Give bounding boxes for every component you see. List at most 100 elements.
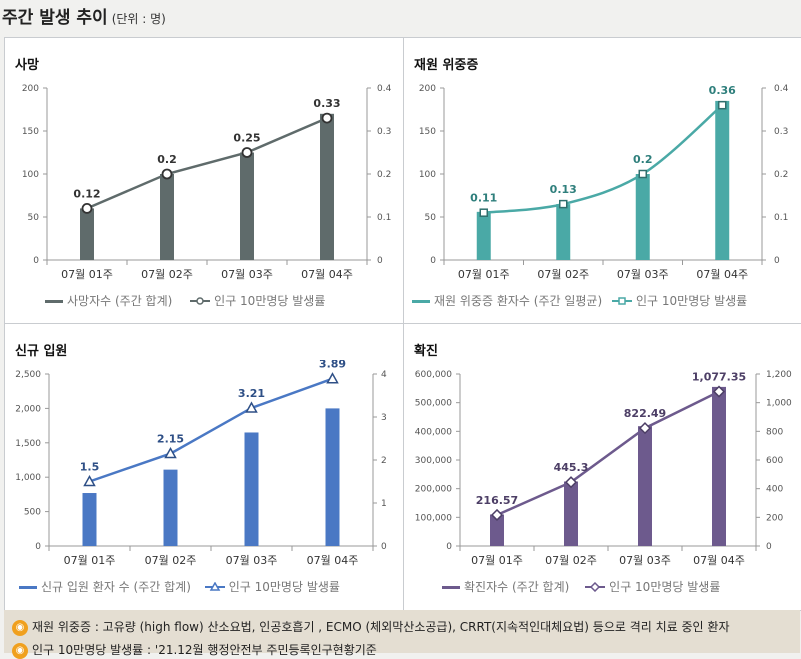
y2-tick-label: 0 (766, 542, 772, 552)
rate-line (86, 116, 328, 210)
bar (490, 514, 504, 546)
bar (638, 426, 652, 546)
x-tick-label: 07월 04주 (696, 268, 748, 281)
y2-tick-label: 0.1 (377, 213, 391, 223)
bar (564, 481, 578, 546)
data-label: 1.5 (80, 461, 100, 474)
data-label: 3.21 (238, 387, 265, 400)
y2-tick-label: 0.1 (774, 213, 788, 223)
y-tick-label: 50 (28, 213, 40, 223)
bar (715, 100, 730, 261)
bar (163, 469, 178, 546)
bar (325, 408, 340, 546)
bar (556, 204, 571, 260)
y-tick-label: 400,000 (415, 427, 452, 437)
bar (320, 113, 334, 260)
x-tick-label: 07월 03주 (221, 268, 273, 281)
x-tick-label: 07월 01주 (471, 554, 523, 567)
y2-tick-label: 0.3 (774, 127, 788, 137)
line-marker (241, 147, 253, 158)
panel-death: 사망 0 50 100 150 200 0 0.1 0.2 0.3 0.4 07월 01주 07월 0… (5, 38, 403, 323)
y-tick-label: 500,000 (415, 399, 452, 409)
x-tick-label: 07월 03주 (226, 554, 278, 567)
footnote-box: ◉ 재원 위중증 : 고유량 (high flow) 산소요법, 인공호흡기 , … (4, 610, 800, 659)
line-marker (83, 474, 96, 487)
y-tick-label: 200 (22, 84, 39, 94)
y-tick-label: 2,500 (15, 370, 41, 380)
footnote-row: ◉ 인구 10만명당 발생률 : '21.12월 행정안전부 주민등록인구현황기준 (12, 641, 377, 659)
data-label: 0.12 (73, 187, 100, 200)
line-marker (718, 100, 727, 110)
y2-tick-label: 600 (766, 456, 783, 466)
y2-tick-label: 4 (381, 370, 387, 380)
y-tick-label: 500 (24, 508, 41, 518)
y2-tick-label: 0.4 (377, 84, 392, 94)
data-label: 1,077.35 (692, 371, 746, 384)
x-tick-label: 07월 01주 (61, 268, 113, 281)
line-marker (564, 476, 578, 489)
legend-bar-label: 신규 입원 환자 수 (주간 합계) (41, 580, 191, 594)
speaker-icon: ◉ (12, 642, 28, 659)
page-title: 주간 발생 추이 (단위 : 명) (2, 8, 166, 28)
y-tick-label: 0 (430, 256, 436, 266)
y2-tick-label: 3 (381, 413, 387, 423)
x-tick-label: 07월 04주 (693, 554, 745, 567)
line-marker (490, 508, 504, 522)
y2-tick-label: 0 (774, 256, 780, 266)
legend-bar-swatch (19, 586, 37, 589)
line-marker (638, 422, 652, 435)
line-marker (321, 112, 333, 124)
chart-severe: 0 50 100 150 200 0 0.1 0.2 0.3 0.4 07월 01주 07월 02주 0… (419, 84, 789, 281)
y-tick-label: 2,000 (15, 404, 41, 414)
legend-bar-swatch (412, 300, 430, 303)
y-tick-label: 0 (35, 542, 41, 552)
x-tick-label: 07월 02주 (545, 554, 597, 567)
y2-tick-label: 0 (377, 256, 383, 266)
legend-line-label: 인구 10만명당 발생률 (228, 580, 340, 594)
data-label: 445.3 (554, 461, 589, 474)
horizontal-divider (5, 323, 801, 324)
rate-line (483, 104, 724, 214)
legend-bar-label: 재원 위중증 환자수 (주간 일평균) (434, 294, 603, 308)
y2-tick-label: 0 (381, 542, 387, 552)
page-header: 주간 발생 추이 (단위 : 명) (0, 0, 801, 34)
bar (80, 208, 94, 260)
y2-tick-label: 0.4 (774, 84, 789, 94)
bar (240, 152, 254, 260)
panel-confirmed: 확진 0 100,000 200,000 300,000 400,000 500,000 6… (404, 324, 801, 610)
vertical-divider (403, 38, 404, 610)
y2-tick-label: 0.2 (774, 170, 788, 180)
y-tick-label: 50 (425, 213, 437, 223)
legend-bar-label: 사망자수 (주간 합계) (67, 294, 173, 308)
line-marker (559, 199, 568, 209)
line-marker (638, 169, 647, 179)
footnote-row: ◉ 재원 위중증 : 고유량 (high flow) 산소요법, 인공호흡기 , … (12, 618, 729, 636)
legend-bar-swatch (45, 300, 63, 303)
data-label: 0.11 (470, 192, 497, 205)
legend-line-swatch (204, 580, 225, 595)
y-tick-label: 200,000 (415, 485, 452, 495)
y2-tick-label: 0.2 (377, 170, 391, 180)
bar (244, 432, 259, 546)
x-tick-label: 07월 03주 (617, 268, 669, 281)
y-tick-label: 100 (22, 170, 39, 180)
legend-line-label: 인구 10만명당 발생률 (635, 294, 748, 308)
y2-tick-label: 1,000 (766, 399, 792, 409)
chart-legend: 사망자수 (주간 합계) 인구 10만명당 발생률 (45, 292, 325, 309)
y-tick-label: 200 (419, 84, 436, 94)
rate-line (89, 377, 333, 483)
data-label: 0.2 (633, 153, 653, 166)
y2-tick-label: 0.3 (377, 127, 391, 137)
line-marker (164, 447, 177, 459)
chart-legend: 신규 입원 환자 수 (주간 합계) 인구 10만명당 발생률 (19, 578, 340, 595)
chart-legend: 재원 위중증 환자수 (주간 일평균) 인구 10만명당 발생률 (412, 292, 747, 309)
line-marker (81, 202, 93, 214)
y-tick-label: 1,000 (15, 473, 41, 483)
y-tick-label: 0 (33, 256, 39, 266)
x-tick-label: 07월 02주 (141, 268, 193, 281)
y-tick-label: 150 (419, 127, 436, 137)
data-label: 3.89 (319, 360, 346, 371)
y-tick-label: 300,000 (415, 456, 452, 466)
legend-line-swatch (585, 581, 606, 595)
speaker-icon: ◉ (12, 619, 28, 636)
